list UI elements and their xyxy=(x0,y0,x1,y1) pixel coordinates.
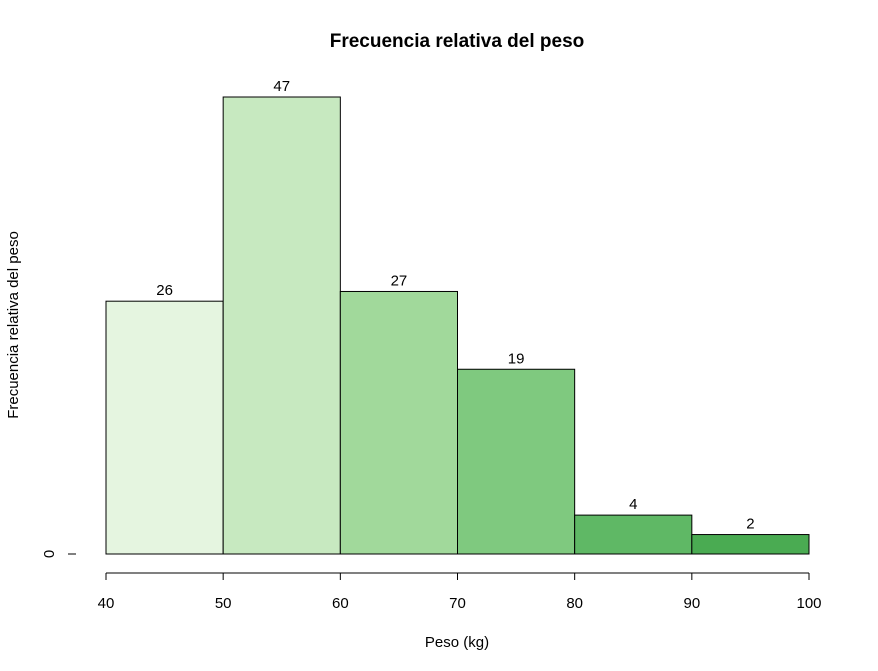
bar-value-label: 4 xyxy=(629,496,637,513)
x-tick-label: 50 xyxy=(215,595,232,612)
x-axis: 40 50 60 70 80 90 100 xyxy=(98,572,822,612)
x-tick-label: 100 xyxy=(796,595,821,612)
bar-value-label: 26 xyxy=(156,282,173,299)
bar-label-group: 26 47 27 19 4 2 xyxy=(156,78,754,533)
x-tick-label: 60 xyxy=(332,595,349,612)
x-tick-label: 40 xyxy=(98,595,115,612)
bar-value-label: 47 xyxy=(273,78,290,95)
bar-90-100 xyxy=(691,534,810,555)
bar-60-70 xyxy=(339,290,459,555)
x-axis-label: Peso (kg) xyxy=(425,634,489,651)
chart-title: Frecuencia relativa del peso xyxy=(330,31,585,52)
x-tick-label: 90 xyxy=(683,595,700,612)
y-axis: 0 xyxy=(41,550,76,558)
bar-group xyxy=(105,96,810,555)
bar-40-50 xyxy=(105,300,224,555)
bar-80-90 xyxy=(574,514,693,555)
bar-value-label: 2 xyxy=(746,516,754,533)
x-tick-label: 80 xyxy=(566,595,583,612)
bar-70-80 xyxy=(457,368,576,555)
x-tick-label: 70 xyxy=(449,595,466,612)
bar-value-label: 27 xyxy=(391,272,408,289)
y-axis-label: Frecuencia relativa del peso xyxy=(5,231,22,419)
bar-50-60 xyxy=(222,96,341,555)
bar-value-label: 19 xyxy=(508,350,525,367)
y-tick-label: 0 xyxy=(41,550,58,558)
